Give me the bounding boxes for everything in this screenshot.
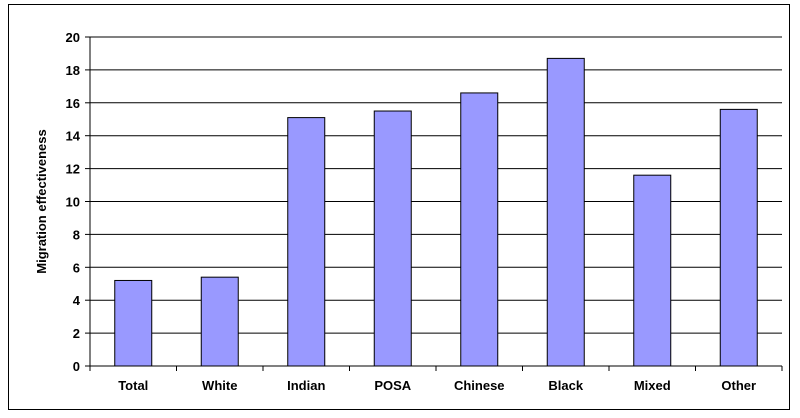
x-tick-labels: Total White Indian POSA Chinese Black Mixed Oth… (118, 378, 756, 393)
bar-total (114, 279, 153, 367)
x-tick-label-other: Other (721, 378, 756, 393)
y-tick-label: 14 (66, 129, 81, 144)
y-axis-title: Migration effectiveness (34, 129, 49, 274)
x-tick-label-indian: Indian (287, 378, 325, 393)
bar-chinese (460, 92, 499, 367)
bar-other (719, 108, 758, 367)
x-tick-label-black: Black (548, 378, 583, 393)
y-tick-label: 18 (66, 63, 80, 78)
axes (89, 37, 782, 367)
bars (114, 57, 758, 367)
bar-mixed (633, 174, 672, 367)
y-tick-label: 0 (73, 359, 80, 374)
x-tick-label-total: Total (118, 378, 148, 393)
bar-black (546, 57, 585, 367)
y-tick-label: 16 (66, 96, 80, 111)
y-tick-labels: 0 2 4 6 8 10 12 14 16 18 20 (66, 30, 81, 374)
x-tick-label-mixed: Mixed (634, 378, 671, 393)
gridlines (85, 36, 783, 371)
y-tick-label: 20 (66, 30, 80, 45)
bar-indian (287, 117, 326, 367)
y-tick-label: 10 (66, 195, 80, 210)
y-tick-label: 6 (73, 260, 80, 275)
x-tick-label-posa: POSA (374, 378, 411, 393)
y-tick-label: 4 (73, 293, 81, 308)
x-tick-label-chinese: Chinese (454, 378, 505, 393)
bar-white (200, 276, 239, 367)
bar-posa (373, 110, 412, 367)
x-tick-label-white: White (202, 378, 237, 393)
y-tick-label: 12 (66, 162, 80, 177)
y-tick-label: 2 (73, 326, 80, 341)
y-tick-label: 8 (73, 227, 80, 242)
